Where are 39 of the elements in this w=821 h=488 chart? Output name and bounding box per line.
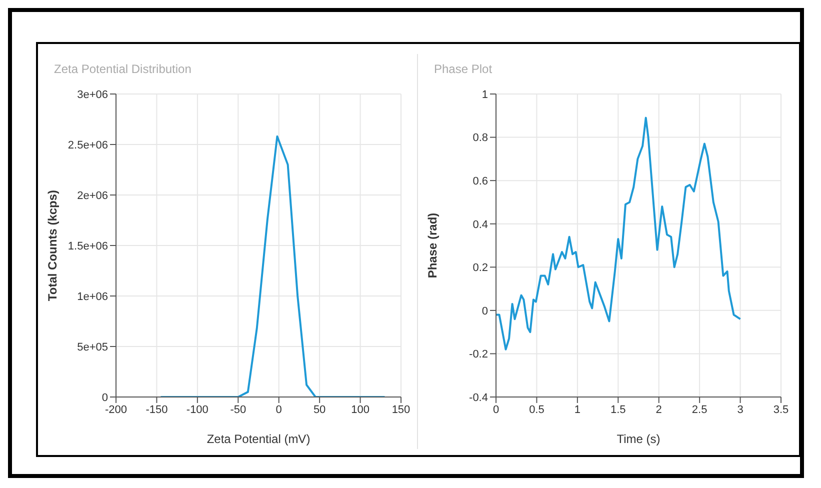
x-tick-label: 2.5 [692,404,708,416]
x-tick-label: 150 [392,404,410,416]
x-tick-label: 3 [737,404,744,416]
y-tick-label: -0.2 [469,348,488,361]
line-series [160,135,386,397]
y-tick-label: 0.2 [472,262,488,274]
x-tick-label: -200 [104,404,128,416]
x-tick-label: 0.5 [529,404,544,416]
y-tick-label: 2.5e+06 [68,139,108,152]
y-tick-label: 0 [482,305,488,318]
line-series [496,116,742,350]
y-tick-label: 1 [482,88,488,101]
y-axis-title: Total Counts (kcps) [45,190,60,302]
x-tick-label: 0 [276,404,282,416]
x-tick-label: 100 [351,404,370,416]
y-tick-label: 3e+06 [77,88,108,101]
y-tick-label: 1.5e+06 [68,240,108,252]
y-tick-label: 2e+06 [77,190,108,202]
x-tick-label: 50 [313,404,326,416]
x-tick-label: 2 [656,404,662,416]
y-axis-title: Phase (rad) [425,212,440,278]
chart-title: Zeta Potential Distribution [54,62,192,76]
x-tick-label: 1.5 [610,404,626,416]
y-tick-label: -0.4 [469,392,488,404]
y-tick-label: 0.4 [472,218,488,231]
x-tick-label: -150 [146,404,168,416]
x-tick-label: 1 [574,404,580,416]
x-tick-label: -100 [186,404,208,416]
y-tick-label: 1e+06 [77,290,108,303]
y-tick-label: 5e+05 [77,341,108,354]
x-tick-label: 0 [492,404,500,416]
x-tick-label: -50 [230,404,246,416]
y-tick-label: 0.6 [472,175,488,188]
x-tick-label: 3.5 [773,404,789,416]
y-tick-label: 0 [102,392,108,404]
x-axis-title: Time (s) [616,432,660,446]
chart-title: Phase Plot [434,62,492,76]
x-axis-title: Zeta Potential (mV) [206,432,310,446]
y-tick-label: 0.8 [472,132,488,144]
